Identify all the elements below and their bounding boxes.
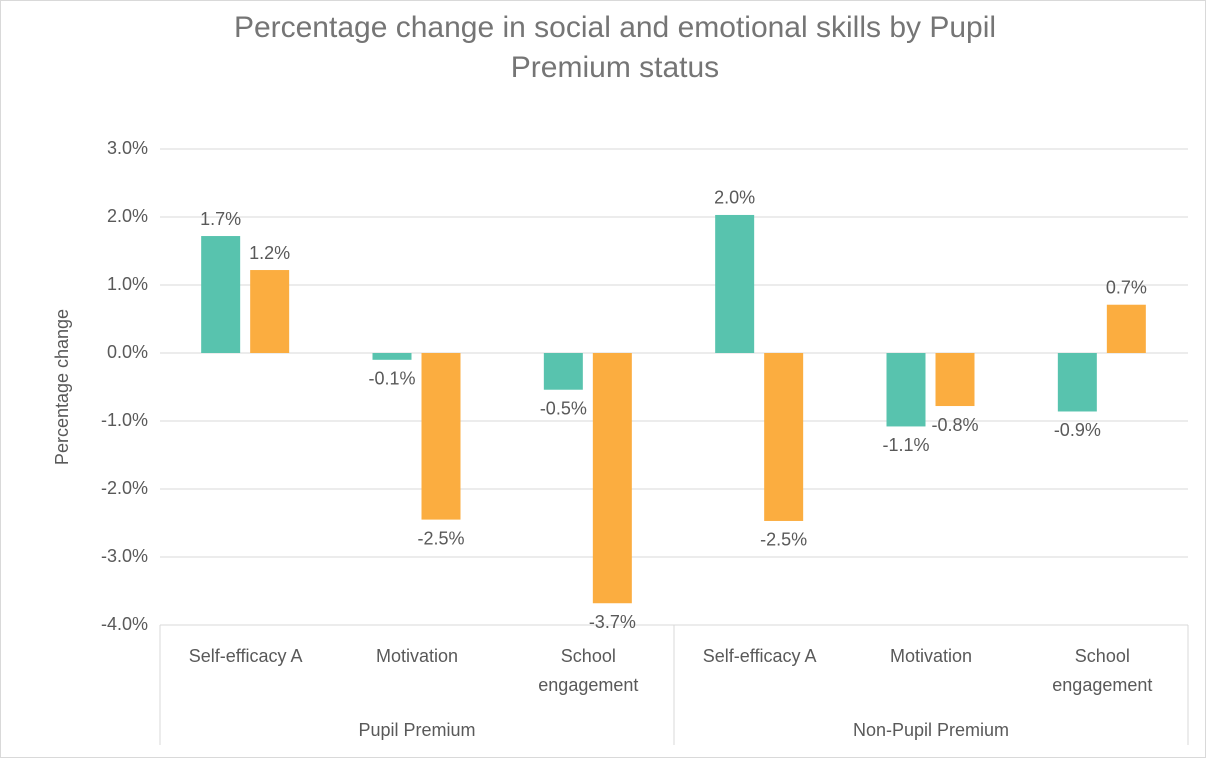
y-tick-label: 2.0% (107, 206, 148, 226)
data-label: 2.0% (714, 188, 755, 208)
bar (250, 270, 290, 353)
data-label: -3.7% (589, 612, 636, 632)
y-tick-label: -2.0% (101, 478, 148, 498)
bar (421, 353, 461, 520)
chart-title: Percentage change in social and emotiona… (233, 11, 997, 84)
y-tick-label: 3.0% (107, 138, 148, 158)
y-tick-label: 0.0% (107, 342, 148, 362)
data-label: 0.7% (1106, 277, 1147, 297)
y-axis-label: Percentage change (52, 309, 72, 465)
x-tick-label: Motivation (375, 646, 459, 666)
bar (1057, 353, 1097, 412)
group-label: Non-Pupil Premium (852, 720, 1010, 740)
group-label: Pupil Premium (358, 720, 476, 740)
data-label: -0.9% (1054, 420, 1101, 440)
y-tick-label: 1.0% (107, 274, 148, 294)
data-label: -2.5% (417, 528, 464, 548)
data-label: -0.8% (931, 415, 978, 435)
bar (715, 214, 755, 353)
bar (764, 353, 804, 521)
bar (592, 353, 632, 604)
data-label: -0.1% (368, 369, 415, 389)
x-tick-label: Self-efficacy A (188, 646, 303, 666)
y-tick-label: -4.0% (101, 614, 148, 634)
y-tick-label: -1.0% (101, 410, 148, 430)
bar (886, 353, 926, 427)
data-label: 1.7% (200, 209, 241, 229)
data-label: -0.5% (540, 398, 587, 418)
bar (201, 236, 241, 353)
data-label: 1.2% (249, 243, 290, 263)
x-tick-label: School engagement (538, 646, 639, 695)
y-tick-label: -3.0% (101, 546, 148, 566)
x-tick-label: Self-efficacy A (702, 646, 817, 666)
data-label: -1.1% (882, 435, 929, 455)
x-tick-label: School engagement (1052, 646, 1153, 695)
bar (935, 353, 975, 407)
bar (372, 353, 412, 360)
data-label: -2.5% (760, 530, 807, 550)
bar (1106, 304, 1146, 353)
bar (543, 353, 583, 390)
x-tick-label: Motivation (889, 646, 973, 666)
